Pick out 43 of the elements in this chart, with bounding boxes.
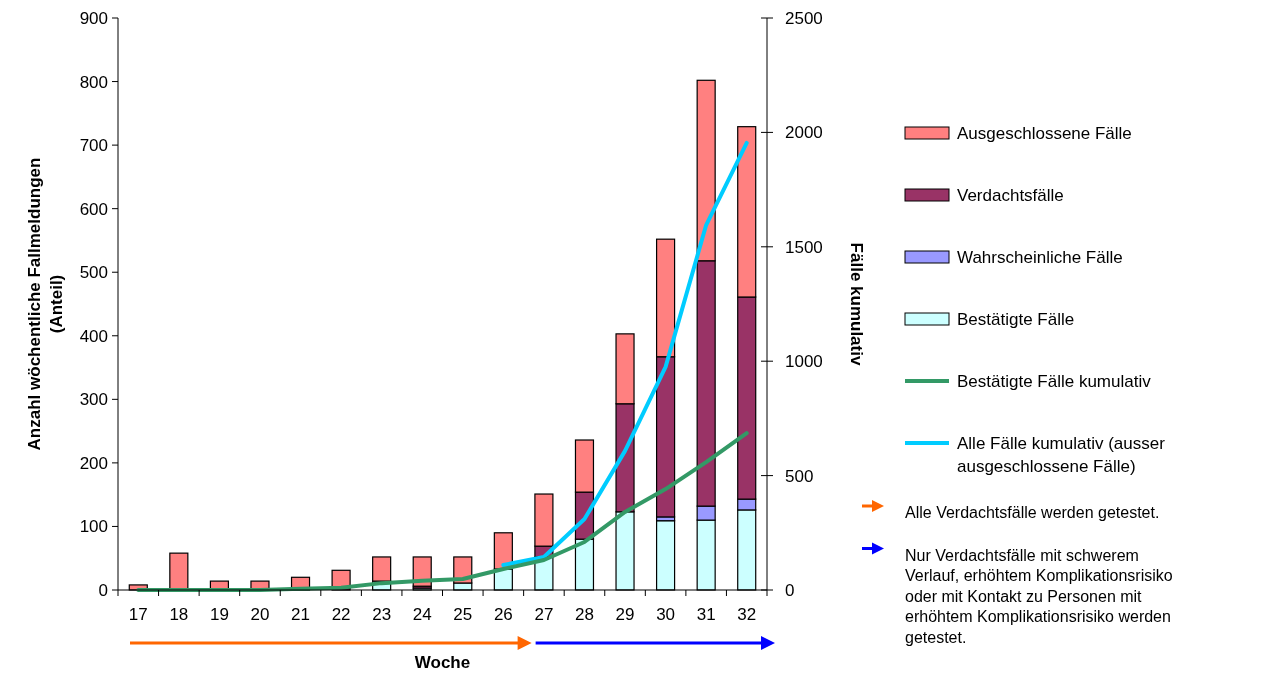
- legend-label: Bestätigte Fälle kumulativ: [957, 372, 1152, 391]
- legend-label: Alle Fälle kumulativ (ausser ausgeschlossene Fälle): [957, 434, 1166, 476]
- x-tick-label: 19: [209, 605, 229, 624]
- y2-tick-label: 0: [785, 581, 795, 600]
- x-tick-label: 23: [372, 605, 392, 624]
- y-tick-label: 200: [79, 453, 108, 473]
- legend-label: Ausgeschlossene Fälle: [957, 124, 1132, 143]
- y-tick-label: 900: [79, 9, 108, 28]
- y2-tick-label: 1500: [785, 237, 823, 257]
- legend-label: Verdachtsfälle: [957, 186, 1064, 205]
- y2-tick-label: 2000: [785, 123, 823, 143]
- y-tick-label: 300: [79, 390, 108, 410]
- y-tick-label: 700: [79, 136, 108, 156]
- legend-label: Bestätigte Fälle: [957, 310, 1075, 329]
- x-tick-label: 24: [412, 605, 432, 624]
- x-tick-label: 30: [656, 605, 676, 624]
- x-tick-label: 28: [575, 605, 594, 624]
- y2-tick-label: 1000: [785, 352, 823, 372]
- text: Alle Verdachtsfälle werden getestet.: [905, 504, 1160, 521]
- x-tick-label: 21: [291, 605, 310, 624]
- y2-axis-title: Fälle kumulativ: [847, 242, 866, 366]
- y-tick-label: 400: [79, 326, 108, 346]
- x-tick-label: 31: [696, 605, 716, 624]
- x-tick-label: 20: [250, 605, 270, 624]
- y-tick-label: 600: [79, 199, 108, 219]
- y-tick-label: 500: [79, 263, 108, 283]
- y2-tick-label: 2500: [785, 9, 823, 28]
- text: Nur Verdachtsfälle mit schwerem Verlauf, erhöhtem Komplikationsrisiko oder mit Kontakt zu Personen mit erhöhtem Komplikationsrisiko werden getestet.: [905, 546, 1173, 646]
- x-tick-label: 25: [453, 605, 473, 624]
- y-axis-title: Anzahl wöchentliche Fallmeldungen (Anteil): [25, 157, 66, 451]
- x-axis-title: Woche: [414, 653, 471, 672]
- y-tick-label: 800: [79, 72, 108, 92]
- x-tick-label: 22: [331, 605, 351, 624]
- x-tick-label: 29: [615, 605, 635, 624]
- x-tick-label: 32: [737, 605, 757, 624]
- x-tick-label: 26: [493, 605, 513, 624]
- x-tick-label: 27: [534, 605, 554, 624]
- y-tick-label: 100: [79, 517, 108, 537]
- x-tick-label: 18: [169, 605, 189, 624]
- x-tick-label: 17: [128, 605, 148, 624]
- legend-label: Wahrscheinliche Fälle: [957, 248, 1123, 267]
- y-tick-label: 0: [98, 581, 108, 600]
- y2-tick-label: 500: [785, 466, 814, 486]
